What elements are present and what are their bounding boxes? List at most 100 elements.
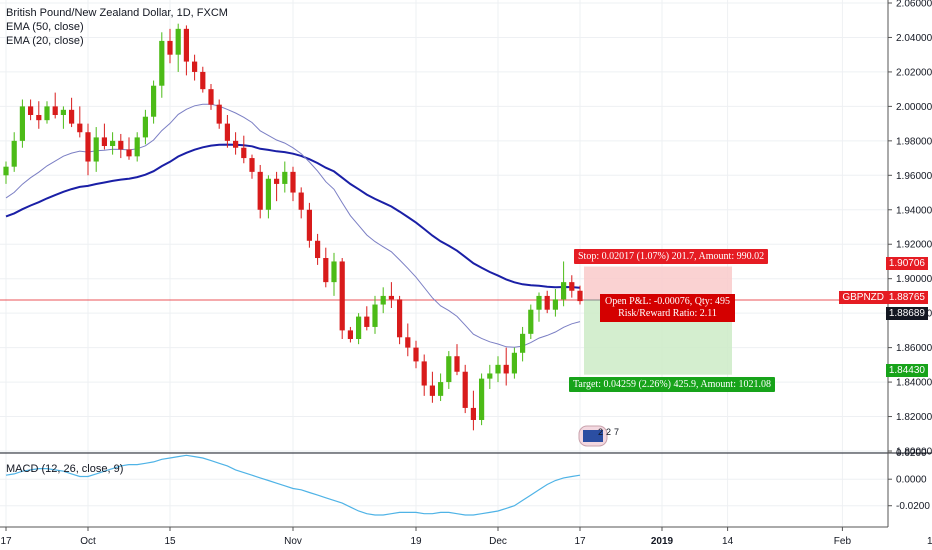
candle bbox=[552, 289, 558, 317]
x-tick-label: 19 bbox=[410, 536, 422, 547]
candle-body bbox=[421, 361, 427, 386]
candle-body bbox=[413, 347, 419, 362]
candle-body bbox=[101, 137, 107, 147]
candle bbox=[175, 23, 181, 72]
candle bbox=[405, 323, 411, 357]
candle bbox=[577, 285, 583, 305]
target-info-label: Target: 0.04259 (2.26%) 425.9, Amount: 1… bbox=[569, 377, 775, 392]
candle bbox=[331, 252, 337, 296]
ema20-legend: EMA (20, close) bbox=[6, 35, 84, 47]
candle bbox=[85, 123, 91, 176]
candle-body bbox=[19, 106, 25, 141]
candle bbox=[462, 364, 468, 414]
y-tick-label: 1.84000 bbox=[896, 378, 932, 389]
y-tick-label: 1.80000 bbox=[896, 447, 932, 458]
candle bbox=[339, 258, 345, 339]
candle-body bbox=[552, 299, 558, 310]
candle-body bbox=[290, 171, 296, 193]
macd-legend: MACD (12, 26, close, 9) bbox=[6, 462, 123, 476]
candle bbox=[118, 133, 124, 159]
candle bbox=[429, 371, 435, 403]
candle bbox=[454, 344, 460, 376]
candle bbox=[101, 123, 107, 150]
candle bbox=[413, 340, 419, 369]
candle bbox=[520, 326, 526, 362]
candle bbox=[60, 106, 66, 129]
y-tick-label: 1.92000 bbox=[896, 240, 932, 251]
y-tick-label: 1.94000 bbox=[896, 205, 932, 216]
candle bbox=[192, 54, 198, 81]
candle-body bbox=[93, 137, 99, 162]
candle bbox=[233, 132, 239, 155]
position-center-label[interactable]: Open P&L: -0.00076, Qty: 495 Risk/Reward… bbox=[600, 294, 735, 322]
macd-y-tick-label: -0.0200 bbox=[896, 501, 930, 512]
y-tick-label: 2.00000 bbox=[896, 102, 932, 113]
ema50-line bbox=[5, 143, 581, 289]
candle-body bbox=[487, 373, 493, 379]
candle bbox=[241, 135, 247, 164]
ema50-path bbox=[5, 143, 581, 289]
candle bbox=[372, 295, 378, 334]
candle bbox=[364, 306, 370, 331]
candle-body bbox=[200, 71, 206, 90]
candle-body bbox=[249, 158, 255, 172]
candle bbox=[421, 354, 427, 396]
candle bbox=[290, 166, 296, 202]
candle bbox=[69, 97, 75, 128]
badge-count-c: 7 bbox=[614, 427, 619, 437]
x-tick-label: Oct bbox=[80, 536, 96, 547]
target-price-tag: 1.84430 bbox=[885, 364, 928, 377]
candle-body bbox=[159, 40, 165, 86]
x-tick-label: Nov bbox=[284, 536, 302, 547]
risk-reward-text: Risk/Reward Ratio: 2.11 bbox=[618, 308, 717, 319]
candle-body bbox=[364, 316, 370, 327]
candle bbox=[503, 347, 509, 386]
candle bbox=[11, 132, 17, 172]
candle bbox=[265, 175, 271, 219]
x-tick-label: 17 bbox=[0, 536, 12, 547]
candle-body bbox=[511, 352, 517, 374]
candle bbox=[528, 304, 534, 339]
y-tick-label: 2.06000 bbox=[896, 0, 932, 10]
candle bbox=[257, 164, 263, 219]
symbol-tag: GBPNZD bbox=[839, 291, 887, 304]
candle-body bbox=[454, 356, 460, 372]
candle bbox=[544, 290, 550, 314]
candle-body bbox=[11, 140, 17, 167]
candle-body bbox=[503, 364, 509, 374]
chart-title: British Pound/New Zealand Dollar, 1D, FX… bbox=[6, 7, 228, 19]
candle-body bbox=[118, 140, 124, 150]
candle-body bbox=[347, 330, 353, 339]
candle bbox=[36, 101, 42, 129]
candle bbox=[126, 137, 132, 160]
candle bbox=[356, 313, 362, 345]
y-tick-label: 1.86000 bbox=[896, 343, 932, 354]
candle-body bbox=[479, 378, 485, 420]
x-tick-label: Feb bbox=[834, 536, 852, 547]
candle bbox=[479, 373, 485, 426]
candle bbox=[347, 326, 353, 343]
y-tick-label: 1.96000 bbox=[896, 171, 932, 182]
x-tick-label: 14 bbox=[722, 536, 734, 547]
candle-body bbox=[241, 147, 247, 159]
candle-body bbox=[470, 407, 476, 420]
candle-body bbox=[446, 356, 452, 383]
badge-count-a: 2 bbox=[598, 427, 603, 437]
candle-body bbox=[298, 192, 304, 210]
candle bbox=[487, 364, 493, 389]
candle-body bbox=[528, 309, 534, 334]
candle-body bbox=[282, 171, 288, 184]
candle-body bbox=[405, 337, 411, 348]
badge-count-b: 2 bbox=[606, 427, 611, 437]
stop-info-label: Stop: 0.02017 (1.07%) 201.7, Amount: 990… bbox=[574, 249, 769, 264]
candle bbox=[536, 292, 542, 322]
candle-body bbox=[306, 209, 312, 241]
candle bbox=[249, 154, 255, 179]
candle bbox=[397, 295, 403, 345]
stop-price-tag: 1.90706 bbox=[885, 257, 928, 270]
candle bbox=[446, 351, 452, 389]
candles bbox=[3, 23, 583, 431]
macd-pane bbox=[5, 454, 581, 516]
